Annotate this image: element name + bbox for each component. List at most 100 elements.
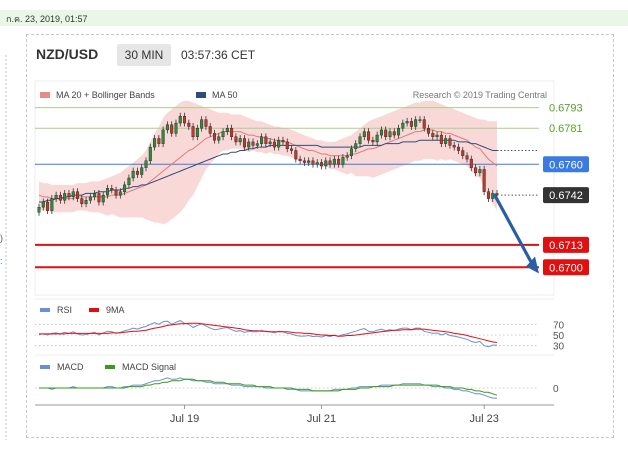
candle-body	[76, 191, 80, 199]
candle	[290, 145, 294, 154]
timestamp: ก.ค. 23, 2019, 01:57	[6, 14, 88, 24]
candle	[200, 116, 204, 132]
candle	[191, 123, 195, 141]
left-edge-fragments: ) :	[0, 55, 7, 440]
candle-body	[161, 129, 165, 144]
candle	[84, 196, 88, 208]
candle	[165, 121, 169, 134]
clock-label: 03:57:36 CET	[181, 48, 256, 62]
candle-body	[101, 194, 105, 203]
candle-body	[324, 160, 328, 167]
candle-body	[221, 131, 225, 137]
candle-body	[290, 148, 294, 151]
candle	[401, 119, 405, 132]
rsi-ma-legend-swatch	[89, 308, 99, 312]
candle	[422, 116, 426, 132]
candle	[204, 116, 208, 130]
candle	[268, 138, 272, 148]
candle-body	[315, 162, 319, 165]
candle	[444, 135, 448, 148]
candle	[110, 184, 114, 194]
candle-body	[37, 206, 41, 213]
candle-body	[354, 143, 358, 150]
candle-body	[174, 122, 178, 134]
candle-body	[277, 140, 281, 148]
candle-body	[431, 133, 435, 137]
candle	[144, 157, 148, 172]
macd-signal-legend-label: MACD Signal	[122, 362, 176, 372]
macd-legend-label: MACD	[57, 362, 84, 372]
candle	[63, 190, 67, 204]
candle-body	[144, 160, 148, 168]
candle	[367, 128, 371, 144]
candle	[272, 138, 276, 151]
x-axis-ticks: Jul 19 Jul 21 Jul 23	[170, 405, 499, 425]
candle	[127, 174, 131, 189]
level-badge-support-4	[543, 236, 589, 253]
level-badge-support-5	[543, 259, 589, 276]
candle	[234, 133, 238, 146]
timeframe-badge	[117, 44, 171, 66]
chart-svg: NZD/USD 30 MIN 03:57:36 CET MA 20 + Boll…	[34, 44, 589, 425]
chart-card: NZD/USD 30 MIN 03:57:36 CET MA 20 + Boll…	[26, 34, 614, 438]
candle-body	[71, 191, 75, 198]
level-badge-last	[543, 187, 589, 204]
candle-body	[461, 150, 465, 156]
candle	[362, 128, 366, 141]
candle	[311, 157, 315, 168]
candle-body	[217, 136, 221, 141]
candle	[178, 112, 182, 127]
level-labels-layer: 0.6793 0.6781 0.6760 0.6742 0.6713 0.6700	[543, 103, 589, 276]
candle	[157, 135, 161, 148]
candle-body	[200, 119, 204, 129]
candle-body	[148, 146, 152, 162]
candle-body	[422, 119, 426, 129]
level-badge-pivot-2	[543, 156, 589, 173]
candle	[247, 138, 251, 151]
candle	[375, 131, 379, 146]
candle-body	[123, 184, 127, 192]
candle	[58, 191, 62, 204]
candle-body	[157, 138, 161, 144]
candle	[50, 195, 54, 215]
candle-body	[80, 198, 84, 204]
candle-body	[358, 136, 362, 144]
candle	[302, 157, 306, 166]
candle-body	[328, 160, 332, 165]
projection-layer	[493, 193, 539, 274]
candle	[238, 135, 242, 146]
candle-body	[238, 138, 242, 143]
candle-body	[46, 201, 50, 211]
candle	[170, 121, 174, 137]
candle	[397, 124, 401, 139]
projection-arrow-shaft	[493, 193, 535, 268]
candle	[101, 191, 105, 206]
candle	[354, 140, 358, 153]
candle-body	[247, 141, 251, 148]
legend-label-ma50: MA 50	[212, 90, 238, 100]
candle	[465, 152, 469, 163]
legend-swatch-ma20	[40, 92, 50, 98]
candle	[315, 159, 319, 168]
candle-body	[165, 124, 169, 131]
svg-text:): )	[0, 233, 3, 243]
candle-body	[251, 141, 255, 146]
candle-body	[392, 131, 396, 136]
candle-body	[367, 131, 371, 141]
candle-body	[208, 126, 212, 134]
candle	[131, 167, 135, 182]
candle-body	[444, 138, 448, 144]
x-tick-label-0: Jul 19	[170, 413, 199, 425]
candle-body	[341, 157, 345, 165]
candle	[405, 117, 409, 127]
candle-body	[50, 198, 54, 211]
candle-body	[384, 129, 388, 137]
candle	[76, 188, 80, 203]
candle-body	[456, 146, 460, 151]
timeframe-label: 30 MIN	[125, 48, 164, 62]
candle	[384, 126, 388, 141]
candle-body	[469, 158, 473, 168]
level-label-last: 0.6742	[549, 190, 583, 202]
candle	[431, 129, 435, 141]
candle	[260, 133, 264, 148]
